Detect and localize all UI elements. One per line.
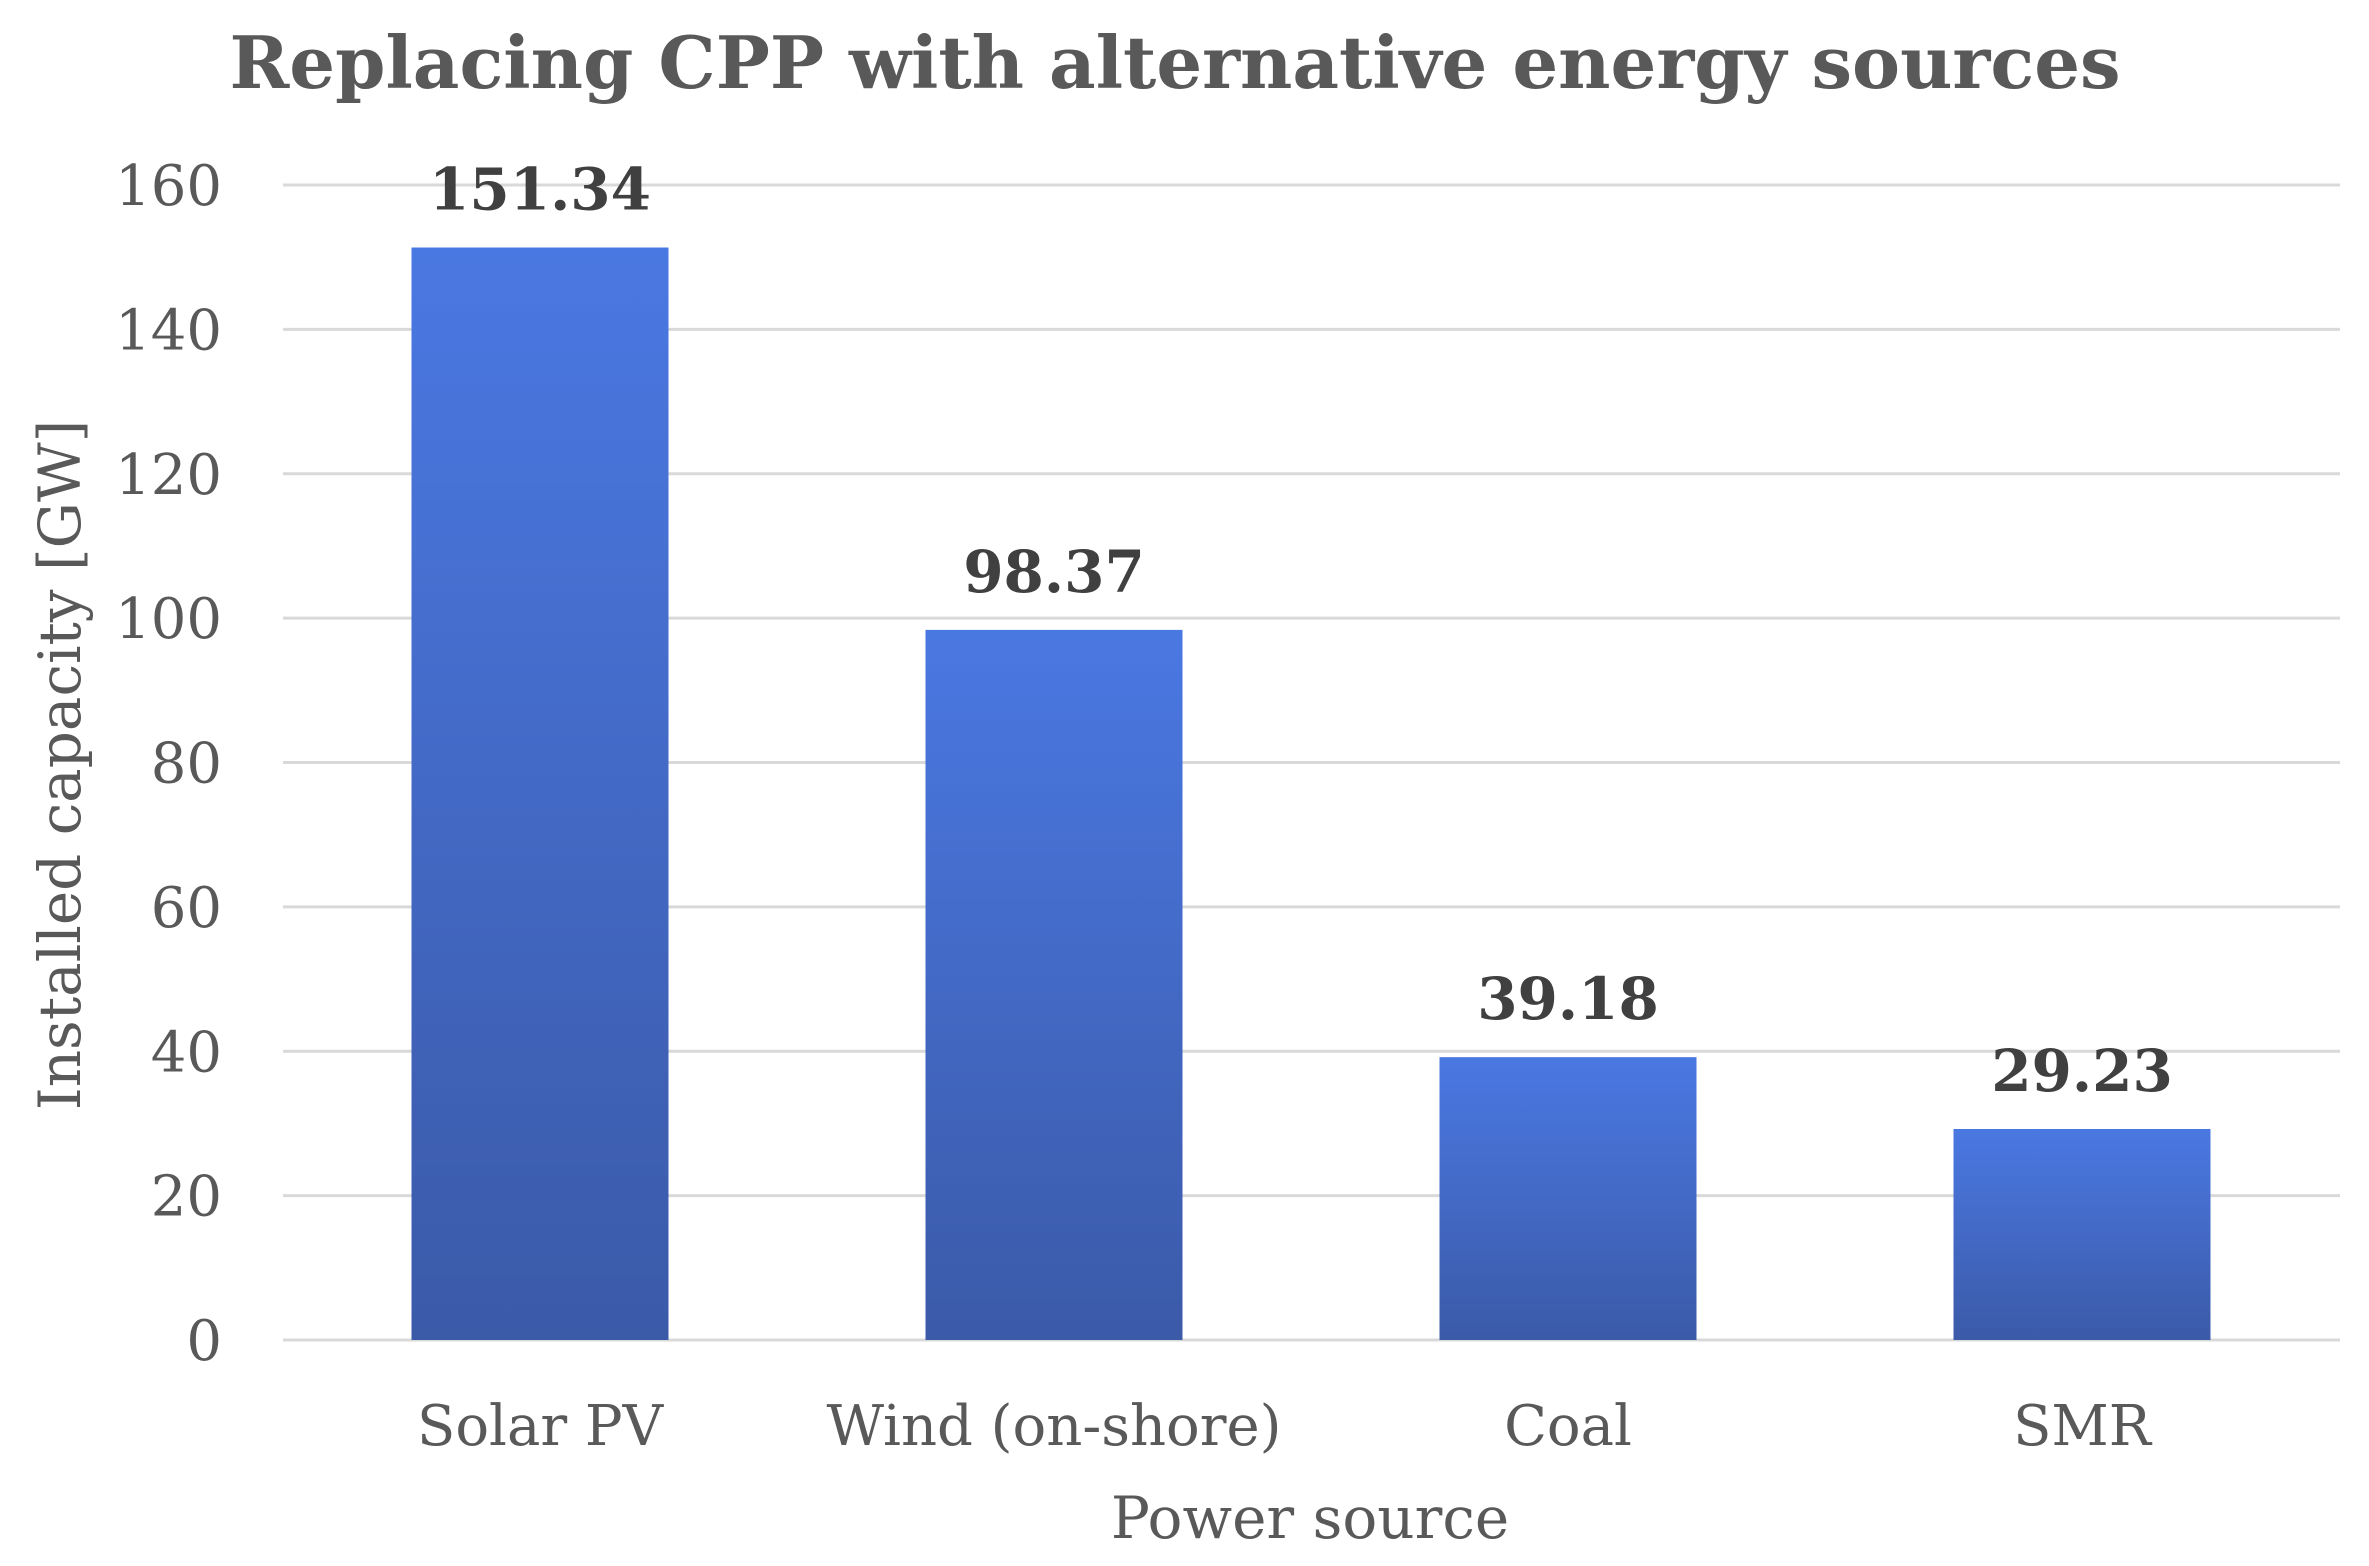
y-tick-label: 140 <box>115 298 222 363</box>
y-axis-ticks: 0 20 40 60 80 100 120 140 160 <box>115 154 222 1374</box>
bar-value-label: 39.18 <box>1477 965 1659 1033</box>
x-tick-label: SMR <box>2013 1394 2153 1459</box>
x-axis-ticks: Solar PV Wind (on-shore) Coal SMR <box>417 1394 2153 1459</box>
bar <box>1953 1128 2211 1340</box>
y-tick-label: 60 <box>151 876 222 941</box>
bars <box>411 247 2211 1340</box>
bar <box>925 629 1183 1340</box>
bar <box>1439 1057 1697 1340</box>
y-tick-label: 0 <box>186 1309 222 1374</box>
x-tick-label: Wind (on-shore) <box>826 1394 1281 1459</box>
bar-value-label: 151.34 <box>429 156 651 224</box>
data-labels: 151.34 98.37 39.18 29.23 <box>429 156 2173 1105</box>
y-tick-label: 80 <box>151 732 222 797</box>
y-tick-label: 120 <box>115 443 222 508</box>
y-tick-label: 20 <box>151 1165 222 1230</box>
x-tick-label: Solar PV <box>417 1394 665 1459</box>
bar-value-label: 98.37 <box>963 538 1145 606</box>
bar <box>411 247 669 1340</box>
y-tick-label: 160 <box>115 154 222 219</box>
x-axis-label: Power source <box>1111 1484 1509 1552</box>
y-axis-label: Installed capacity [GW] <box>26 420 94 1110</box>
chart-title: Replacing CPP with alternative energy so… <box>229 20 2120 105</box>
bar-value-label: 29.23 <box>1991 1037 2173 1105</box>
y-tick-label: 40 <box>151 1020 222 1085</box>
y-tick-label: 100 <box>115 587 222 652</box>
x-tick-label: Coal <box>1504 1394 1632 1459</box>
